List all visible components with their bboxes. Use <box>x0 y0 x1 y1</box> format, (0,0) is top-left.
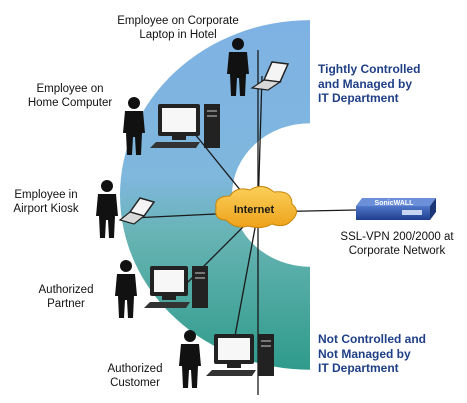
person-airport-icon <box>96 180 118 238</box>
sonicwall-device-icon: SonicWALL <box>356 198 436 220</box>
partner-computer-icon <box>144 266 208 308</box>
controlled-zone-label: Tightly Controlled and Managed by IT Dep… <box>318 62 421 105</box>
device-brand-label: SonicWALL <box>375 200 415 207</box>
line-customer <box>231 211 259 353</box>
label-partner: Authorized Partner <box>38 284 94 310</box>
vpn-caption: SSL-VPN 200/2000 at Corporate Network <box>340 231 454 257</box>
label-laptop-hotel: Employee on Corporate Laptop in Hotel <box>117 15 239 41</box>
person-hotel-icon <box>227 38 249 96</box>
label-customer: Authorized Customer <box>107 363 163 389</box>
person-customer-icon <box>179 330 201 388</box>
internet-label: Internet <box>234 204 275 216</box>
label-airport-kiosk: Employee in Airport Kiosk <box>13 189 79 215</box>
customer-computer-icon <box>206 334 274 376</box>
label-home-computer: Employee on Home Computer <box>27 83 113 109</box>
uncontrolled-zone-label: Not Controlled and Not Managed by IT Dep… <box>318 332 426 375</box>
internet-cloud-icon: Internet <box>215 186 297 229</box>
person-home-icon <box>123 97 145 155</box>
kiosk-laptop-icon <box>118 197 156 225</box>
laptop-hotel-icon <box>250 61 290 91</box>
person-partner-icon <box>115 260 137 318</box>
home-computer-icon <box>150 104 220 148</box>
